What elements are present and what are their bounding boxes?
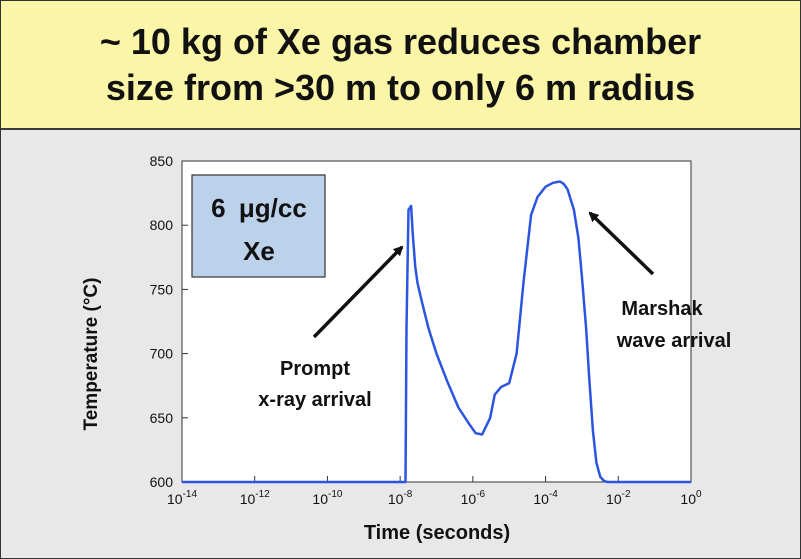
y-tick-label: 800 xyxy=(150,217,174,233)
x-tick-label: 10-6 xyxy=(461,489,486,507)
x-tick-label: 10-10 xyxy=(312,489,342,507)
svg-text:6 μg/cc: 6 μg/cc xyxy=(211,193,307,223)
inset-unit: μg/cc xyxy=(239,193,307,223)
annotation-prompt-line-1: Prompt xyxy=(280,358,350,380)
x-tick-label: 10-4 xyxy=(533,489,558,507)
x-tick-label: 100 xyxy=(680,489,702,507)
inset-gas: Xe xyxy=(243,236,275,266)
arrow-marshak xyxy=(588,211,655,276)
annotation-prompt-line-2: x-ray arrival xyxy=(258,389,371,411)
y-axis-ticks: 600 650 700 750 800 850 xyxy=(150,153,188,490)
title-banner: ~ 10 kg of Xe gas reduces chamber size f… xyxy=(1,1,800,130)
y-tick-label: 850 xyxy=(150,153,174,169)
x-axis-label: Time (seconds) xyxy=(364,522,510,544)
annotation-marshak: Marshak wave arrival xyxy=(588,211,732,352)
annotation-marshak-line-1: Marshak xyxy=(621,298,703,320)
arrow-prompt-xray xyxy=(312,245,404,339)
inset-value: 6 xyxy=(211,193,225,223)
y-axis-label: Temperature (°C) xyxy=(81,278,102,431)
y-tick-label: 650 xyxy=(150,410,174,426)
y-tick-label: 600 xyxy=(150,474,174,490)
x-tick-label: 10-8 xyxy=(388,489,413,507)
x-tick-label: 10-14 xyxy=(167,489,197,507)
x-axis-ticks: 10-14 10-12 10-10 10-8 10-6 10-4 10-2 100 xyxy=(167,476,702,507)
y-tick-label: 750 xyxy=(150,281,174,297)
x-tick-label: 10-2 xyxy=(606,489,631,507)
title-line-1: ~ 10 kg of Xe gas reduces chamber xyxy=(99,20,702,62)
annotation-prompt-xray: Prompt x-ray arrival xyxy=(258,245,404,411)
y-tick-label: 700 xyxy=(150,346,174,362)
title-line-2: size from >30 m to only 6 m radius xyxy=(105,66,696,108)
inset-label-box: 6 μg/cc Xe xyxy=(191,174,326,278)
temperature-series-line xyxy=(182,180,691,484)
x-tick-label: 10-12 xyxy=(240,489,270,507)
annotation-marshak-line-2: wave arrival xyxy=(616,330,732,352)
